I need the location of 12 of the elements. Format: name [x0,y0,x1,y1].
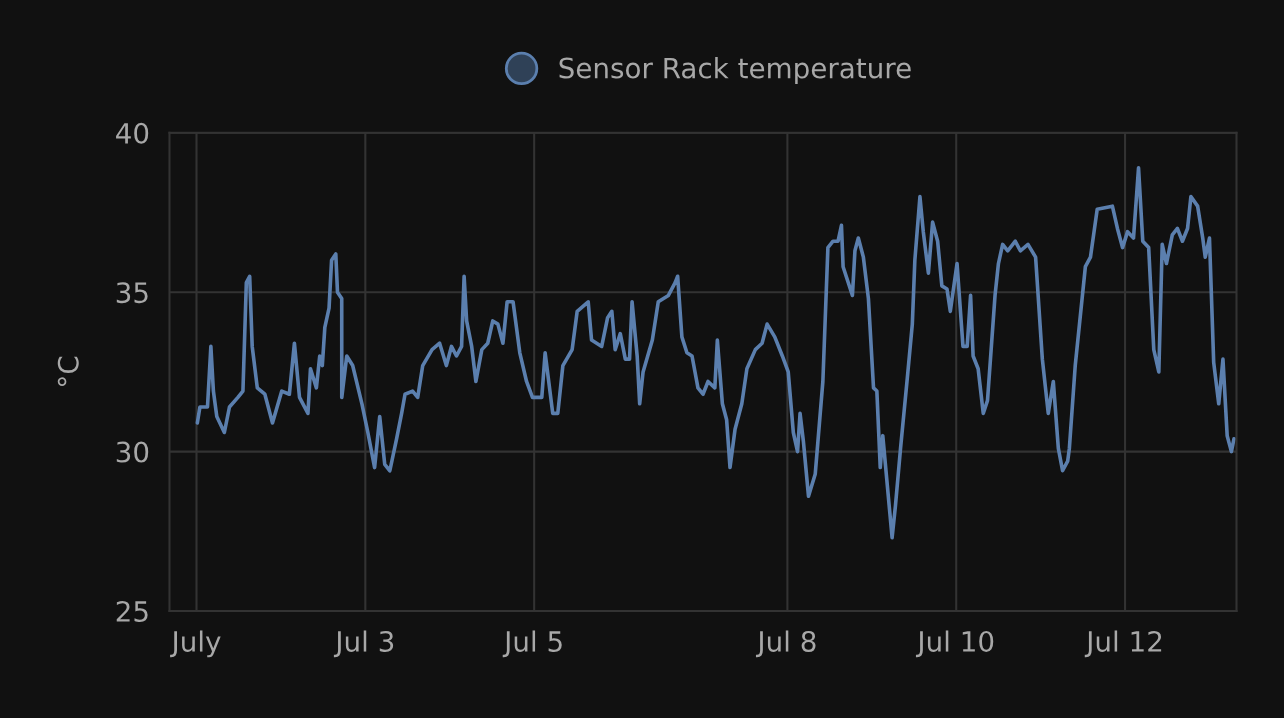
y-tick-label: 35 [116,282,148,304]
x-tick-label: Jul 8 [755,630,816,658]
x-tick-label: Jul 3 [333,630,394,658]
legend-label: Sensor Rack temperature [559,57,911,84]
y-axis-title: °C [57,356,79,386]
y-tick-label: 40 [116,122,149,144]
y-tick-label: 30 [116,441,149,463]
x-tick-label: Jul 5 [502,630,562,658]
x-tick-label: Jul 12 [1084,630,1162,658]
x-tick-label: July [170,630,221,658]
y-tick-label: 25 [116,600,148,622]
x-tick-label: Jul 10 [915,630,994,658]
